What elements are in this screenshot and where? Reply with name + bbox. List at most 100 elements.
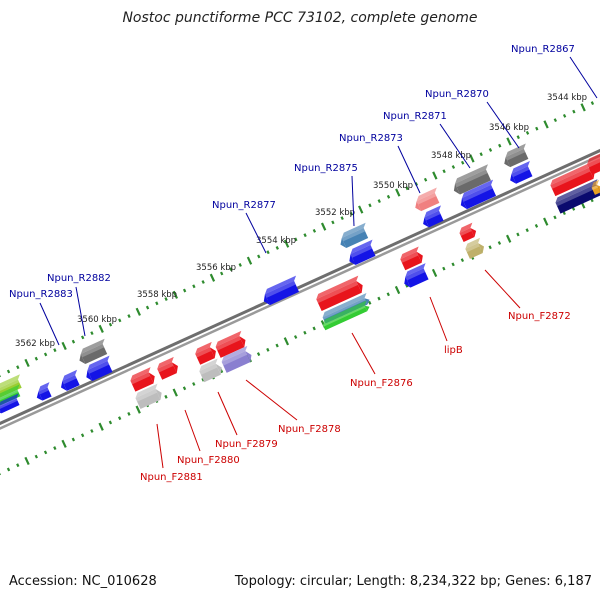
ring-tick (405, 186, 409, 191)
kbp-tick-label: 3556 kbp (196, 263, 236, 273)
ring-tick (516, 135, 520, 140)
ring-tick (229, 267, 233, 272)
feature-reverse-gene (423, 205, 444, 228)
upper-tick-ring (0, 101, 595, 378)
ring-tick (368, 300, 372, 305)
ring-tick (283, 337, 290, 346)
forward-label-leader (429, 296, 448, 342)
ring-tick (98, 422, 104, 431)
ring-tick (431, 268, 438, 278)
ring-tick (266, 347, 270, 352)
ring-tick (209, 273, 216, 282)
forward-gene-label: Npun_F2880 (177, 455, 240, 466)
feature-reverse-gene (460, 179, 497, 210)
feature-reverse-gene (0, 393, 20, 414)
ring-tick (525, 130, 530, 135)
ring-tick (303, 330, 307, 335)
ring-tick (590, 101, 595, 106)
ring-tick (525, 228, 529, 233)
ring-tick (172, 388, 178, 397)
feature-reverse-gene (510, 160, 533, 184)
gene-labels: Npun_R2867 Npun_R2870 Npun_R2871 Npun_R2873… (9, 44, 575, 483)
ring-tick (71, 339, 76, 344)
forward-gene-label: Npun_F2881 (140, 472, 203, 483)
ring-tick (506, 137, 512, 146)
forward-label-leader (245, 379, 298, 421)
reverse-gene-label: Npun_R2883 (9, 289, 73, 300)
ring-tick (395, 188, 401, 197)
ring-tick (460, 160, 465, 165)
ring-tick (98, 324, 104, 333)
ring-tick (90, 429, 94, 433)
ring-tick (201, 377, 205, 382)
feature-forward-gene (459, 222, 477, 243)
ring-tick (16, 365, 20, 370)
ring-tick (80, 433, 85, 438)
feature-reverse-gene (60, 369, 80, 391)
forward-label-leader (484, 269, 521, 309)
ring-tick (497, 241, 502, 245)
forward-gene-label: Npun_F2879 (215, 439, 278, 450)
feature-forward-gene (157, 356, 178, 380)
ring-tick (442, 169, 446, 174)
ring-tick (256, 352, 261, 357)
ring-tick (275, 343, 279, 348)
ring-tick (155, 301, 159, 306)
ring-tick (488, 245, 492, 250)
ring-tick (90, 331, 94, 336)
feature-gray (453, 164, 491, 195)
ring-tick (349, 211, 354, 216)
ring-tick (164, 394, 168, 399)
feature-forward-gene (400, 246, 423, 271)
feature-steel (340, 222, 369, 248)
ring-tick (127, 411, 131, 416)
feature-reverse-gene (263, 275, 300, 306)
ring-tick (377, 199, 381, 203)
feature-gray (504, 143, 529, 168)
ring-tick (460, 258, 465, 263)
ring-tick (118, 318, 122, 323)
ring-tick (24, 456, 30, 466)
ring-tick (266, 250, 270, 255)
ring-tick (246, 256, 253, 265)
reverse-gene-label: Npun_R2870 (425, 89, 489, 100)
ring-tick (61, 439, 67, 448)
reverse-label-leader (245, 212, 267, 254)
ring-tick (543, 217, 549, 226)
feature-reverse-gene (349, 239, 376, 266)
ring-tick (145, 305, 150, 310)
ring-tick (553, 118, 557, 123)
kbp-tick-label: 3552 kbp (315, 208, 355, 218)
reverse-label-leader (439, 123, 471, 169)
ring-tick (543, 120, 549, 129)
kbp-tick-label: 3554 kbp (256, 236, 296, 246)
kbp-tick-label: 3544 kbp (547, 93, 587, 103)
kbp-tick-label: 3562 kbp (15, 339, 55, 349)
feature-orange (591, 179, 600, 195)
ring-tick (358, 205, 364, 214)
ring-tick (386, 194, 391, 199)
ring-tick (61, 341, 67, 351)
ring-tick (312, 228, 317, 233)
ring-tick (562, 211, 566, 216)
ring-tick (43, 352, 48, 357)
feature-reverse-gene (36, 382, 52, 401)
reverse-gene-label: Npun_R2871 (383, 111, 447, 122)
ring-tick (182, 386, 187, 391)
ring-tick (293, 335, 298, 339)
ring-tick (34, 454, 38, 459)
feature-reverse-gene (404, 263, 429, 288)
ring-tick (135, 307, 141, 316)
reverse-gene-label: Npun_R2877 (212, 200, 276, 211)
reverse-label-leader (486, 101, 520, 149)
ring-tick (6, 369, 11, 374)
reverse-gene-label: Npun_R2867 (511, 44, 575, 55)
reverse-gene-label: Npun_R2882 (47, 273, 111, 284)
feature-forward-gene (215, 330, 246, 358)
ring-tick (377, 296, 381, 301)
ring-tick (535, 126, 539, 131)
reverse-label-leader (397, 145, 421, 194)
forward-label-leader (184, 409, 201, 452)
feature-forward-gene (130, 367, 155, 392)
figure-title: Nostoc punctiforme PCC 73102, complete g… (122, 10, 478, 26)
